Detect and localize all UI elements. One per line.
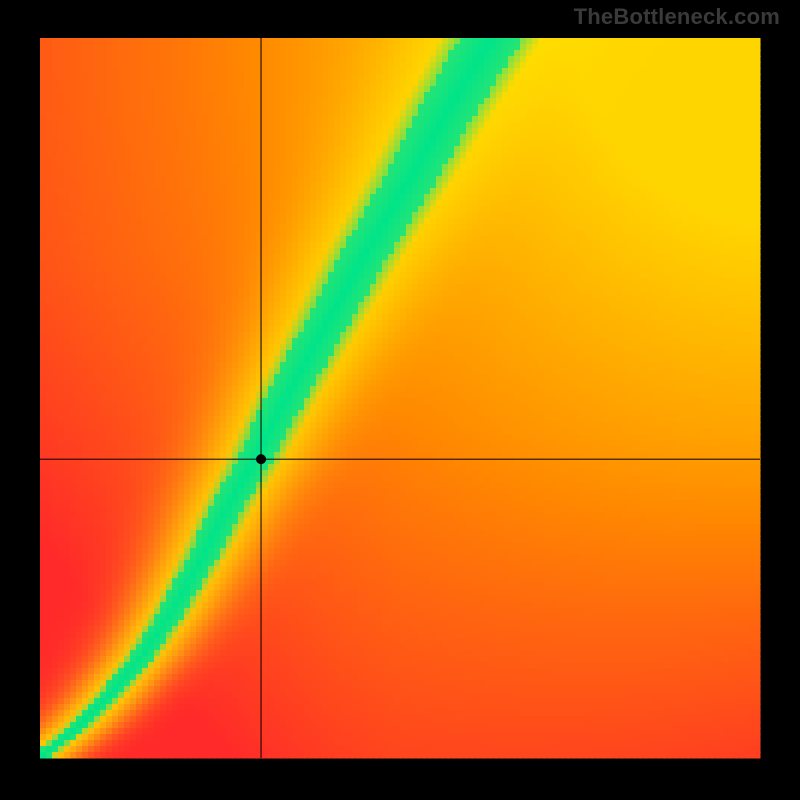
- chart-container: TheBottleneck.com: [0, 0, 800, 800]
- bottleneck-heatmap: [0, 0, 800, 800]
- watermark-text: TheBottleneck.com: [574, 4, 780, 30]
